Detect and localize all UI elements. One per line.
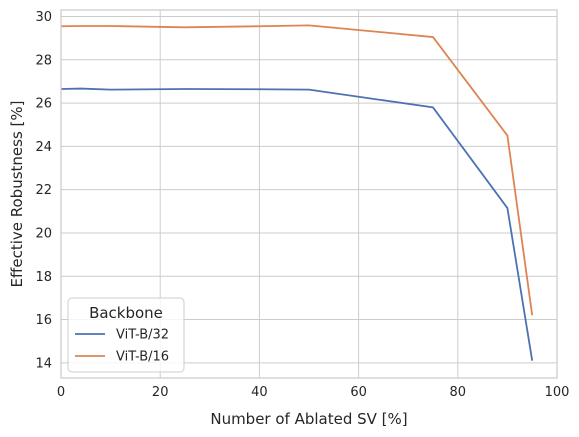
x-tick-labels: 0 20 40 60 80 100 [57, 385, 570, 400]
legend-entry: ViT-B/32 [116, 328, 169, 343]
x-tick-label: 0 [57, 385, 65, 400]
legend-box [67, 297, 185, 373]
x-tick-label: 20 [152, 385, 169, 400]
y-tick-label: 20 [35, 226, 52, 241]
y-tick-labels: 14 16 18 20 22 24 26 28 30 [35, 10, 52, 371]
series-line [60, 24, 534, 316]
x-tick-label: 100 [545, 385, 570, 400]
x-axis-label: Number of Ablated SV [%] [210, 410, 407, 428]
y-tick-label: 24 [35, 140, 52, 155]
y-tick-label: 28 [35, 53, 52, 68]
legend-title: Backbone [89, 304, 163, 322]
y-tick-label: 16 [35, 313, 52, 328]
series-line [60, 87, 534, 361]
x-tick-label: 40 [251, 385, 268, 400]
legend-entry: ViT-B/16 [116, 350, 169, 365]
y-tick-label: 14 [35, 356, 52, 371]
plot-frame [60, 9, 558, 379]
series-lines [60, 24, 534, 361]
x-tick-label: 80 [450, 385, 467, 400]
x-tick-label: 60 [350, 385, 367, 400]
y-tick-label: 22 [35, 183, 52, 198]
legend-items: ViT-B/32 ViT-B/16 [75, 328, 169, 365]
y-axis-label: Effective Robustness [%] [8, 101, 26, 288]
y-tick-label: 26 [35, 97, 52, 112]
y-tick-label: 18 [35, 270, 52, 285]
y-tick-label: 30 [35, 10, 52, 25]
legend: Backbone ViT-B/32 ViT-B/16 [67, 297, 185, 373]
